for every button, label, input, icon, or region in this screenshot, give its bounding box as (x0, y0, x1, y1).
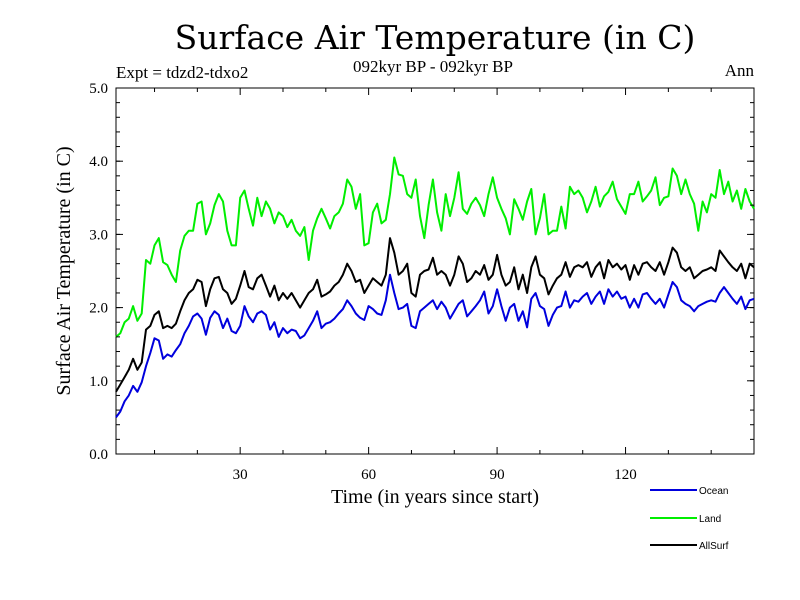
legend-label-allsurf: AllSurf (699, 541, 729, 552)
x-tick-label: 90 (490, 467, 505, 483)
chart-title: Surface Air Temperature (in C) (175, 18, 696, 57)
x-tick-label: 120 (614, 467, 637, 483)
y-tick-label: 1.0 (89, 374, 108, 390)
x-tick-label: 60 (361, 467, 376, 483)
y-tick-label: 4.0 (89, 154, 108, 170)
series-line-ocean (115, 273, 755, 418)
y-tick-label: 5.0 (89, 81, 108, 97)
x-axis-label: Time (in years since start) (331, 486, 539, 508)
experiment-label: Expt = tdzd2-tdxo2 (116, 63, 248, 82)
season-label: Ann (725, 61, 755, 80)
x-axis: 30 60 90 120 (154, 88, 712, 483)
y-tick-label: 2.0 (89, 301, 108, 317)
legend-label-ocean: Ocean (699, 486, 728, 497)
plot-frame (115, 87, 755, 455)
series-line-allsurf (115, 237, 755, 393)
y-tick-label: 0.0 (89, 447, 108, 463)
series-layer (115, 156, 755, 418)
series-line-land (115, 156, 755, 338)
legend: Ocean Land AllSurf (650, 486, 729, 552)
legend-label-land: Land (699, 514, 721, 525)
y-axis: 0.0 1.0 2.0 3.0 4.0 5.0 (89, 81, 754, 463)
y-axis-label: Surface Air Temperature (in C) (53, 146, 75, 395)
y-tick-label: 3.0 (89, 227, 108, 243)
x-tick-label: 30 (233, 467, 248, 483)
period-label: 092kyr BP - 092kyr BP (353, 57, 513, 76)
